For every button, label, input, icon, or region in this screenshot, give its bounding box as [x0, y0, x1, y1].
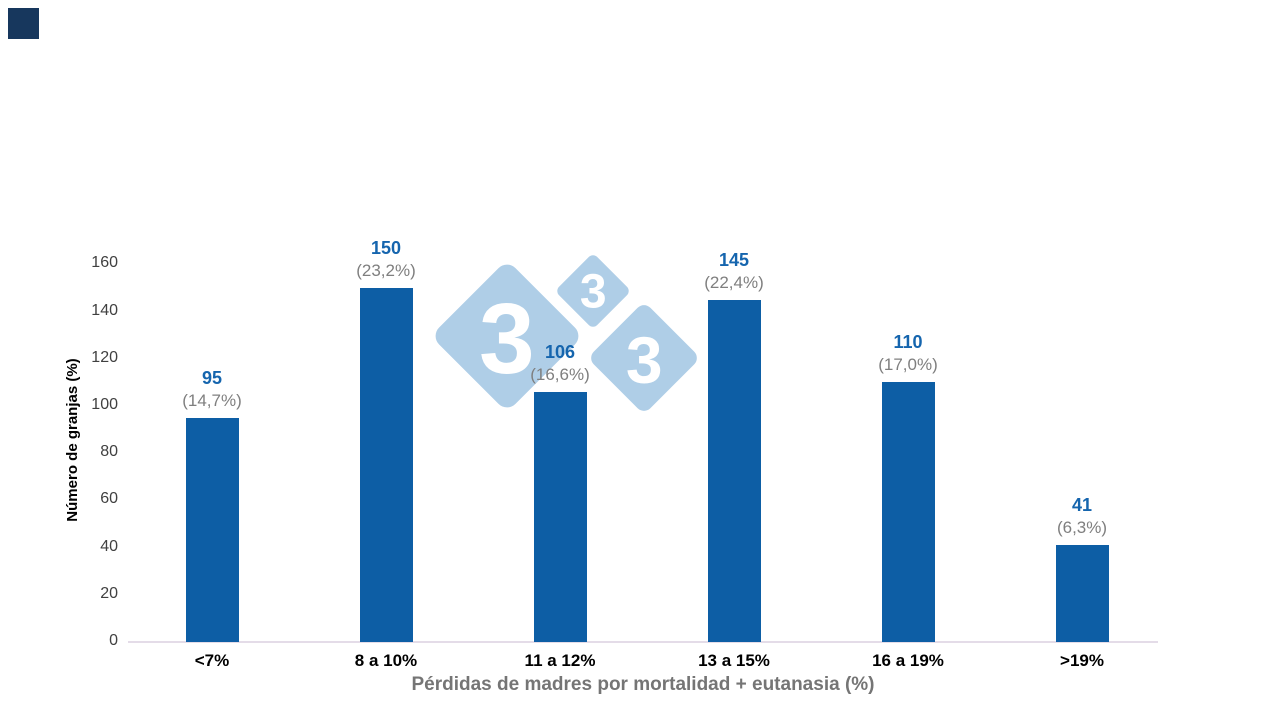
- bar-value-label: 110: [893, 332, 923, 353]
- bar-<7%: [185, 417, 239, 642]
- x-axis-category-label: <7%: [194, 651, 230, 670]
- x-axis-category-label: 16 a 19%: [872, 651, 944, 670]
- x-axis-category-label: 13 a 15%: [698, 651, 770, 670]
- watermark-diamond-small: 3: [554, 252, 632, 330]
- bar-percent-label: (23,2%): [356, 261, 416, 280]
- x-axis-line: [128, 641, 1158, 643]
- bar-8 a 10%: [359, 288, 413, 642]
- bar-11 a 12%: [533, 391, 587, 642]
- bar-percent-label: (14,7%): [182, 390, 242, 410]
- bar-16 a 19%: [881, 382, 935, 642]
- y-axis-tick-label: 20: [100, 584, 118, 602]
- bar-value-label: 150: [370, 238, 402, 258]
- y-axis-tick-label: 60: [100, 490, 118, 508]
- y-axis-tick-label: 80: [100, 443, 118, 461]
- bar-value-label: 41: [1071, 495, 1093, 516]
- bar-value-label: 145: [718, 249, 750, 270]
- y-axis-tick-label: 160: [91, 254, 118, 272]
- bar-percent-label: (22,4%): [704, 272, 764, 292]
- x-axis-category-label: 11 a 12%: [524, 651, 596, 670]
- y-axis-tick-label: 120: [91, 348, 118, 366]
- bar->19%: [1055, 545, 1109, 642]
- bar-percent-label: (17,0%): [878, 355, 938, 375]
- bar-13 a 15%: [707, 299, 761, 642]
- x-axis-category-label: 8 a 10%: [354, 651, 418, 670]
- bar-percent-label: (16,6%): [530, 364, 590, 384]
- y-axis-tick-label: 0: [109, 632, 118, 649]
- bar-value-label: 95: [201, 367, 223, 388]
- corner-logo-square: [8, 8, 39, 39]
- bar-value-label: 106: [544, 341, 576, 362]
- y-axis-tick-label: 100: [91, 396, 118, 413]
- bar-percent-label: (6,3%): [1056, 518, 1108, 538]
- y-axis-tick-label: 140: [91, 301, 118, 319]
- watermark-digit: 3: [579, 265, 607, 319]
- x-axis-category-label: >19%: [1060, 651, 1104, 670]
- x-axis-title: Pérdidas de madres por mortalidad + euta…: [411, 674, 875, 695]
- y-axis-tick-label: 40: [100, 537, 118, 555]
